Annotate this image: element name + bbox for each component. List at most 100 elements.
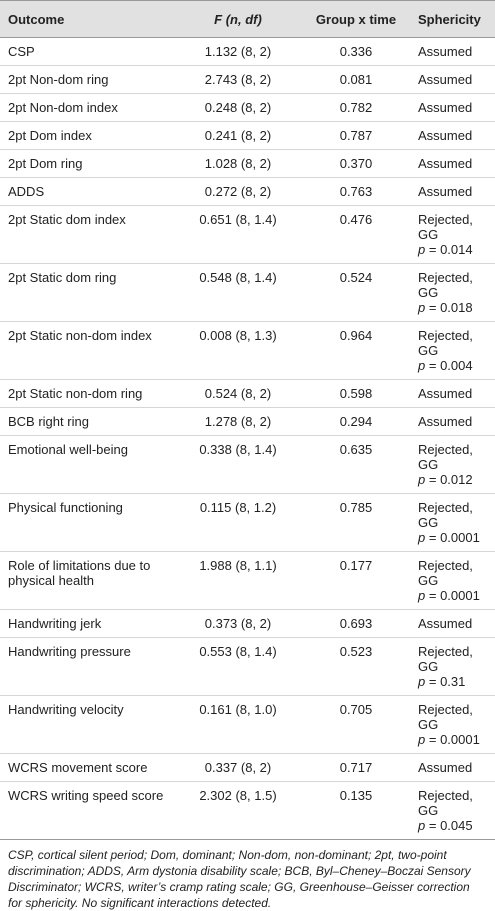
sphericity-status: Assumed	[418, 156, 473, 171]
group-time-cell: 0.370	[302, 149, 410, 178]
group-time-cell: 0.177	[302, 551, 410, 610]
table-row: Role of limitations due to physical heal…	[0, 551, 495, 610]
p-value: = 0.012	[428, 472, 473, 487]
f-cell: 0.248 (8, 2)	[174, 93, 302, 122]
p-value-line: p = 0.31	[418, 674, 487, 689]
p-value-line: p = 0.018	[418, 300, 487, 315]
p-symbol: p	[418, 588, 426, 603]
p-value-line: p = 0.0001	[418, 530, 487, 545]
p-value-line: p = 0.0001	[418, 732, 487, 747]
f-cell: 0.272 (8, 2)	[174, 177, 302, 206]
p-value: = 0.0001	[428, 530, 480, 545]
sphericity-cell: Assumed	[410, 121, 495, 150]
sphericity-cell: Rejected, GG p = 0.0001	[410, 493, 495, 552]
header-row: Outcome F (n, df) Group x time Sphericit…	[0, 0, 495, 38]
sphericity-status: Assumed	[418, 128, 473, 143]
p-symbol: p	[418, 472, 426, 487]
outcome-cell: 2pt Static non-dom ring	[0, 379, 174, 408]
p-value: = 0.004	[428, 358, 473, 373]
table-row: 2pt Non-dom index 0.248 (8, 2) 0.782 Assume…	[0, 93, 495, 122]
table-row: 2pt Static non-dom index 0.008 (8, 1.3) 0.…	[0, 321, 495, 380]
sphericity-status: Assumed	[418, 72, 473, 87]
outcome-cell: Emotional well-being	[0, 435, 174, 494]
p-value-line: p = 0.0001	[418, 588, 487, 603]
f-cell: 0.161 (8, 1.0)	[174, 695, 302, 754]
outcome-cell: WCRS movement score	[0, 753, 174, 782]
table-row: Physical functioning 0.115 (8, 1.2) 0.785 R…	[0, 493, 495, 552]
group-time-cell: 0.135	[302, 781, 410, 840]
group-time-cell: 0.693	[302, 609, 410, 638]
f-cell: 0.338 (8, 1.4)	[174, 435, 302, 494]
p-symbol: p	[418, 242, 426, 257]
outcome-cell: Physical functioning	[0, 493, 174, 552]
sphericity-cell: Assumed	[410, 37, 495, 66]
sphericity-cell: Assumed	[410, 93, 495, 122]
group-time-cell: 0.476	[302, 205, 410, 264]
header-cell: Sphericity	[410, 0, 495, 38]
p-symbol: p	[418, 300, 426, 315]
group-time-cell: 0.598	[302, 379, 410, 408]
group-time-cell: 0.782	[302, 93, 410, 122]
p-value: = 0.0001	[428, 732, 480, 747]
sphericity-cell: Rejected, GG p = 0.004	[410, 321, 495, 380]
p-value: = 0.0001	[428, 588, 480, 603]
sphericity-cell: Rejected, GG p = 0.0001	[410, 695, 495, 754]
footnote: CSP, cortical silent period; Dom, domina…	[8, 848, 471, 910]
sphericity-status: Assumed	[418, 760, 473, 775]
sphericity-cell: Rejected, GG p = 0.014	[410, 205, 495, 264]
results-table: Outcome F (n, df) Group x time Sphericit…	[0, 0, 495, 840]
table-row: 2pt Dom ring 1.028 (8, 2) 0.370 Assumed	[0, 149, 495, 178]
f-cell: 0.651 (8, 1.4)	[174, 205, 302, 264]
p-symbol: p	[418, 732, 426, 747]
p-value-line: p = 0.014	[418, 242, 487, 257]
sphericity-cell: Assumed	[410, 407, 495, 436]
f-cell: 0.241 (8, 2)	[174, 121, 302, 150]
sphericity-cell: Assumed	[410, 65, 495, 94]
group-time-cell: 0.787	[302, 121, 410, 150]
outcome-cell: 2pt Dom index	[0, 121, 174, 150]
p-symbol: p	[418, 674, 426, 689]
group-time-cell: 0.964	[302, 321, 410, 380]
outcome-cell: 2pt Dom ring	[0, 149, 174, 178]
group-time-cell: 0.294	[302, 407, 410, 436]
table-row: ADDS 0.272 (8, 2) 0.763 Assumed	[0, 177, 495, 206]
sphericity-status: Rejected, GG	[418, 644, 473, 674]
sphericity-cell: Rejected, GG p = 0.31	[410, 637, 495, 696]
sphericity-status: Rejected, GG	[418, 702, 473, 732]
sphericity-status: Assumed	[418, 616, 473, 631]
f-cell: 2.302 (8, 1.5)	[174, 781, 302, 840]
p-symbol: p	[418, 358, 426, 373]
p-value-line: p = 0.012	[418, 472, 487, 487]
group-time-cell: 0.763	[302, 177, 410, 206]
table-body: CSP 1.132 (8, 2) 0.336 Assumed 2pt Non-dom r…	[0, 37, 495, 840]
sphericity-status: Rejected, GG	[418, 558, 473, 588]
table-row: WCRS writing speed score 2.302 (8, 1.5) 0.…	[0, 781, 495, 840]
sphericity-status: Rejected, GG	[418, 500, 473, 530]
group-time-cell: 0.523	[302, 637, 410, 696]
sphericity-status: Assumed	[418, 386, 473, 401]
table-row: 2pt Dom index 0.241 (8, 2) 0.787 Assumed	[0, 121, 495, 150]
sphericity-cell: Assumed	[410, 609, 495, 638]
outcome-cell: Handwriting velocity	[0, 695, 174, 754]
f-cell: 0.337 (8, 2)	[174, 753, 302, 782]
group-time-cell: 0.717	[302, 753, 410, 782]
table-row: 2pt Non-dom ring 2.743 (8, 2) 0.081 Assumed	[0, 65, 495, 94]
sphericity-cell: Rejected, GG p = 0.0001	[410, 551, 495, 610]
sphericity-status: Rejected, GG	[418, 442, 473, 472]
group-time-cell: 0.336	[302, 37, 410, 66]
table-row: Handwriting velocity 0.161 (8, 1.0) 0.705 R…	[0, 695, 495, 754]
sphericity-cell: Assumed	[410, 753, 495, 782]
group-time-cell: 0.705	[302, 695, 410, 754]
f-cell: 0.008 (8, 1.3)	[174, 321, 302, 380]
outcome-cell: WCRS writing speed score	[0, 781, 174, 840]
sphericity-cell: Rejected, GG p = 0.045	[410, 781, 495, 840]
f-cell: 1.028 (8, 2)	[174, 149, 302, 178]
sphericity-status: Assumed	[418, 100, 473, 115]
f-cell: 0.115 (8, 1.2)	[174, 493, 302, 552]
outcome-cell: 2pt Static non-dom index	[0, 321, 174, 380]
outcome-cell: Handwriting jerk	[0, 609, 174, 638]
sphericity-cell: Assumed	[410, 379, 495, 408]
outcome-cell: ADDS	[0, 177, 174, 206]
table-row: 2pt Static non-dom ring 0.524 (8, 2) 0.598…	[0, 379, 495, 408]
